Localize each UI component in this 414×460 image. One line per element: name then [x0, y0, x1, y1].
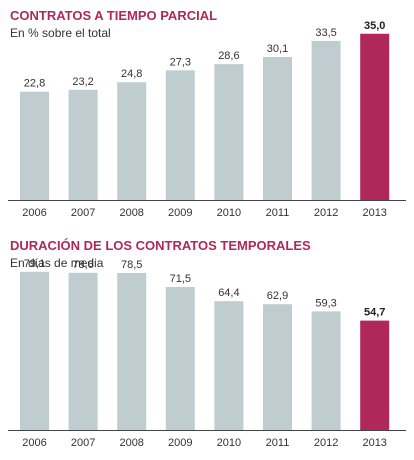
value-label-2007: 23,2	[72, 76, 93, 88]
chart-title: DURACIÓN DE LOS CONTRATOS TEMPORALES	[10, 238, 311, 253]
x-tick-label-2012: 2012	[314, 207, 338, 219]
value-label-2010: 28,6	[218, 50, 239, 62]
value-label-2010: 64,4	[218, 287, 239, 299]
x-tick-label-2013: 2013	[362, 207, 386, 219]
value-label-2007: 78,6	[72, 259, 93, 271]
chart-subtitle: En % sobre el total	[10, 26, 111, 40]
x-tick-label-2010: 2010	[217, 207, 241, 219]
bar-2010	[214, 301, 244, 430]
bar-2007	[68, 89, 98, 200]
bar-2011	[263, 57, 292, 201]
value-label-2013: 54,7	[364, 307, 385, 319]
value-label-2011: 62,9	[267, 290, 288, 302]
bar-2011	[263, 304, 292, 430]
bar-2010	[214, 64, 244, 201]
x-tick-label-2008: 2008	[119, 207, 143, 219]
x-tick-label-2007: 2007	[71, 207, 95, 219]
bar-2013	[360, 320, 390, 430]
bar-2009	[165, 287, 195, 430]
chart-subtitle: En días de media	[10, 256, 104, 270]
x-tick-label-2009: 2009	[168, 437, 192, 449]
bar-2007	[68, 272, 98, 430]
x-tick-label-2006: 2006	[22, 437, 46, 449]
x-tick-label-2006: 2006	[22, 207, 46, 219]
value-label-2008: 24,8	[121, 68, 142, 80]
bar-2012	[311, 311, 341, 430]
x-tick-label-2011: 2011	[266, 207, 290, 219]
value-label-2009: 71,5	[170, 273, 191, 285]
bar-2006	[20, 271, 49, 430]
value-label-2011: 30,1	[267, 43, 288, 55]
x-tick-label-2008: 2008	[119, 437, 143, 449]
bar-chart-part-time: 22,8 2006 23,2 2007 24,8 2008 27,3 2009 28,6 2010…	[8, 20, 406, 219]
value-label-2008: 78,5	[121, 259, 142, 271]
x-tick-label-2013: 2013	[362, 437, 386, 449]
value-label-2006: 79,1	[24, 258, 45, 270]
x-tick-label-2009: 2009	[168, 207, 192, 219]
bar-2008	[117, 82, 147, 200]
bar-2006	[20, 91, 49, 200]
chart-title: CONTRATOS A TIEMPO PARCIAL	[10, 8, 218, 23]
x-tick-label-2007: 2007	[71, 437, 95, 449]
value-label-2013: 35,0	[364, 20, 385, 32]
value-label-2006: 22,8	[24, 78, 45, 90]
x-tick-label-2011: 2011	[266, 437, 290, 449]
value-label-2009: 27,3	[170, 56, 191, 68]
x-tick-label-2012: 2012	[314, 437, 338, 449]
bar-2009	[165, 70, 195, 200]
bar-2008	[117, 273, 147, 430]
bar-2013	[360, 33, 390, 200]
bar-2012	[311, 40, 341, 200]
x-tick-label-2010: 2010	[217, 437, 241, 449]
value-label-2012: 33,5	[315, 27, 336, 39]
value-label-2012: 59,3	[315, 297, 336, 309]
